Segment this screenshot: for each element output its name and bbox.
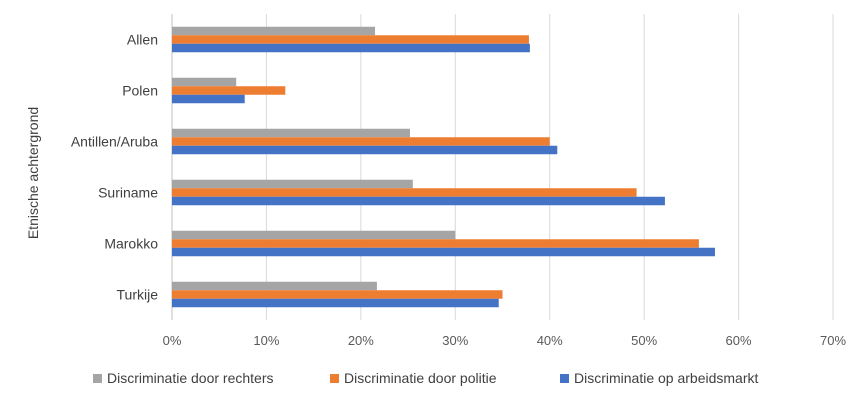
- category-label: Suriname: [98, 185, 158, 201]
- bar: [172, 26, 376, 36]
- bar: [172, 35, 529, 44]
- bar: [172, 145, 558, 155]
- bar: [172, 196, 665, 206]
- bars: [172, 26, 715, 308]
- category-label: Polen: [122, 83, 158, 99]
- x-tick-label: 20%: [348, 333, 374, 348]
- bar: [172, 290, 503, 299]
- category-labels: Allen Polen Antillen/Aruba Suriname Marokko T…: [71, 32, 158, 303]
- x-tick-label: 30%: [442, 333, 468, 348]
- bar: [172, 128, 410, 138]
- category-label: Allen: [127, 32, 158, 48]
- legend-label: Discriminatie op arbeidsmarkt: [574, 370, 759, 386]
- x-tick-label: 60%: [726, 333, 752, 348]
- y-axis-title: Etnische achtergrond: [25, 107, 41, 239]
- bar: [172, 86, 286, 95]
- category-label: Marokko: [104, 236, 158, 252]
- legend-swatch: [93, 374, 102, 383]
- bar: [172, 137, 550, 146]
- legend-swatch: [330, 374, 339, 383]
- bar: [172, 247, 715, 257]
- x-tick-labels: 0% 10% 20% 30% 40% 50% 60% 70%: [163, 333, 847, 348]
- bar: [172, 281, 377, 291]
- bar: [172, 239, 699, 248]
- x-tick-label: 70%: [820, 333, 846, 348]
- legend-label: Discriminatie door politie: [344, 370, 497, 386]
- bar: [172, 77, 237, 87]
- bar: [172, 94, 245, 104]
- category-label: Turkije: [117, 287, 159, 303]
- bar: [172, 188, 637, 197]
- bar: [172, 43, 530, 53]
- gridlines: [171, 14, 834, 320]
- x-tick-label: 0%: [163, 333, 182, 348]
- x-tick-label: 10%: [253, 333, 279, 348]
- category-label: Antillen/Aruba: [71, 134, 158, 150]
- legend-label: Discriminatie door rechters: [107, 370, 274, 386]
- bar: [172, 298, 499, 308]
- legend-swatch: [560, 374, 569, 383]
- bar: [172, 179, 413, 189]
- x-tick-label: 50%: [631, 333, 657, 348]
- legend: Discriminatie door rechters Discriminatie…: [93, 370, 759, 386]
- x-tick-label: 40%: [537, 333, 563, 348]
- bar: [172, 230, 456, 240]
